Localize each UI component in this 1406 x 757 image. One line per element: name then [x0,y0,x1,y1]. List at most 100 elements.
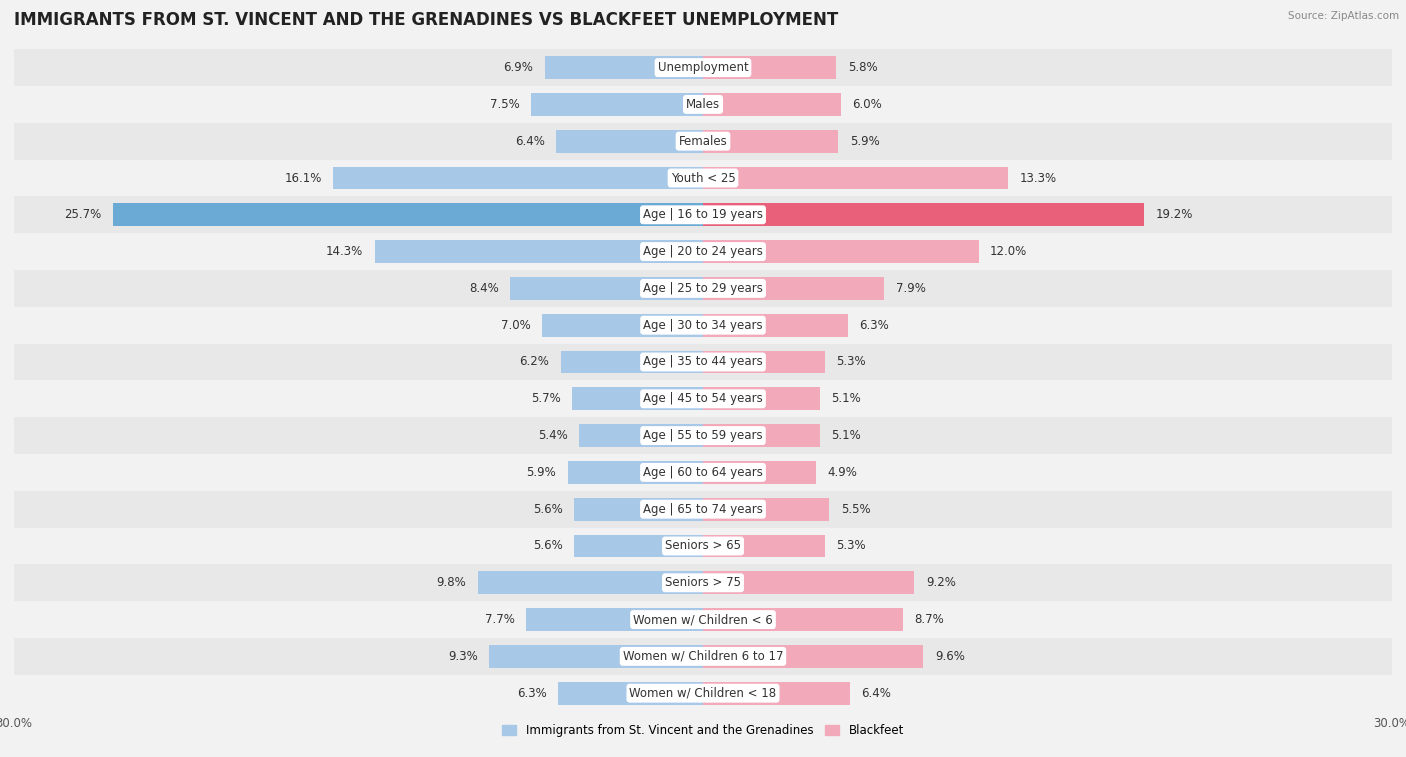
Bar [575,534,703,557]
Text: Age | 60 to 64 years: Age | 60 to 64 years [643,466,763,479]
Text: Women w/ Children < 6: Women w/ Children < 6 [633,613,773,626]
Bar [703,572,914,594]
Bar [14,417,1392,454]
Text: 7.7%: 7.7% [485,613,515,626]
Bar [703,204,1144,226]
Bar [510,277,703,300]
Text: Women w/ Children 6 to 17: Women w/ Children 6 to 17 [623,650,783,663]
Bar [703,56,837,79]
Bar [572,388,703,410]
Bar [703,645,924,668]
Bar [14,344,1392,381]
Text: Females: Females [679,135,727,148]
Text: 5.5%: 5.5% [841,503,870,516]
Text: 5.8%: 5.8% [848,61,877,74]
Text: 19.2%: 19.2% [1156,208,1192,221]
Text: 6.3%: 6.3% [859,319,889,332]
Text: 25.7%: 25.7% [65,208,101,221]
Text: Age | 55 to 59 years: Age | 55 to 59 years [643,429,763,442]
Text: 14.3%: 14.3% [326,245,363,258]
Text: 13.3%: 13.3% [1019,172,1057,185]
Text: Age | 65 to 74 years: Age | 65 to 74 years [643,503,763,516]
Text: Age | 45 to 54 years: Age | 45 to 54 years [643,392,763,405]
Bar [703,129,838,153]
Bar [14,601,1392,638]
Bar [703,350,825,373]
Text: Age | 20 to 24 years: Age | 20 to 24 years [643,245,763,258]
Text: 12.0%: 12.0% [990,245,1028,258]
Text: 5.3%: 5.3% [837,356,866,369]
Bar [14,160,1392,196]
Bar [703,167,1008,189]
Text: Age | 35 to 44 years: Age | 35 to 44 years [643,356,763,369]
Bar [14,233,1392,270]
Bar [703,240,979,263]
Text: 5.3%: 5.3% [837,540,866,553]
Text: Age | 30 to 34 years: Age | 30 to 34 years [643,319,763,332]
Bar [14,381,1392,417]
Text: 9.6%: 9.6% [935,650,965,663]
Bar [703,93,841,116]
Bar [543,314,703,337]
Text: 7.0%: 7.0% [501,319,531,332]
Text: 5.4%: 5.4% [537,429,568,442]
Text: 9.8%: 9.8% [437,576,467,589]
Text: Age | 25 to 29 years: Age | 25 to 29 years [643,282,763,295]
Bar [703,682,851,705]
Bar [703,277,884,300]
Text: 6.2%: 6.2% [519,356,550,369]
Text: Youth < 25: Youth < 25 [671,172,735,185]
Bar [568,461,703,484]
Text: 9.2%: 9.2% [925,576,956,589]
Bar [489,645,703,668]
Bar [14,123,1392,160]
Bar [14,565,1392,601]
Text: 5.6%: 5.6% [533,503,562,516]
Bar [703,498,830,521]
Bar [526,608,703,631]
Bar [561,350,703,373]
Bar [333,167,703,189]
Text: 8.4%: 8.4% [468,282,499,295]
Bar [579,424,703,447]
Text: 7.5%: 7.5% [489,98,519,111]
Text: Women w/ Children < 18: Women w/ Children < 18 [630,687,776,699]
Text: 8.7%: 8.7% [914,613,943,626]
Bar [374,240,703,263]
Text: 6.4%: 6.4% [862,687,891,699]
Bar [703,314,848,337]
Bar [14,49,1392,86]
Text: Seniors > 75: Seniors > 75 [665,576,741,589]
Text: 6.4%: 6.4% [515,135,544,148]
Bar [544,56,703,79]
Text: 6.3%: 6.3% [517,687,547,699]
Bar [555,129,703,153]
Text: 5.1%: 5.1% [831,429,862,442]
Bar [14,86,1392,123]
Text: IMMIGRANTS FROM ST. VINCENT AND THE GRENADINES VS BLACKFEET UNEMPLOYMENT: IMMIGRANTS FROM ST. VINCENT AND THE GREN… [14,11,838,30]
Bar [703,534,825,557]
Bar [531,93,703,116]
Text: 5.6%: 5.6% [533,540,562,553]
Text: Seniors > 65: Seniors > 65 [665,540,741,553]
Bar [14,270,1392,307]
Bar [703,608,903,631]
Text: 9.3%: 9.3% [449,650,478,663]
Text: Source: ZipAtlas.com: Source: ZipAtlas.com [1288,11,1399,21]
Bar [703,461,815,484]
Text: Unemployment: Unemployment [658,61,748,74]
Bar [112,204,703,226]
Bar [14,674,1392,712]
Text: 6.0%: 6.0% [852,98,882,111]
Text: 16.1%: 16.1% [284,172,322,185]
Bar [14,491,1392,528]
Text: 4.9%: 4.9% [827,466,856,479]
Text: 5.1%: 5.1% [831,392,862,405]
Text: Age | 16 to 19 years: Age | 16 to 19 years [643,208,763,221]
Legend: Immigrants from St. Vincent and the Grenadines, Blackfeet: Immigrants from St. Vincent and the Gren… [498,720,908,742]
Bar [14,638,1392,674]
Text: 6.9%: 6.9% [503,61,533,74]
Text: 7.9%: 7.9% [896,282,925,295]
Bar [575,498,703,521]
Bar [478,572,703,594]
